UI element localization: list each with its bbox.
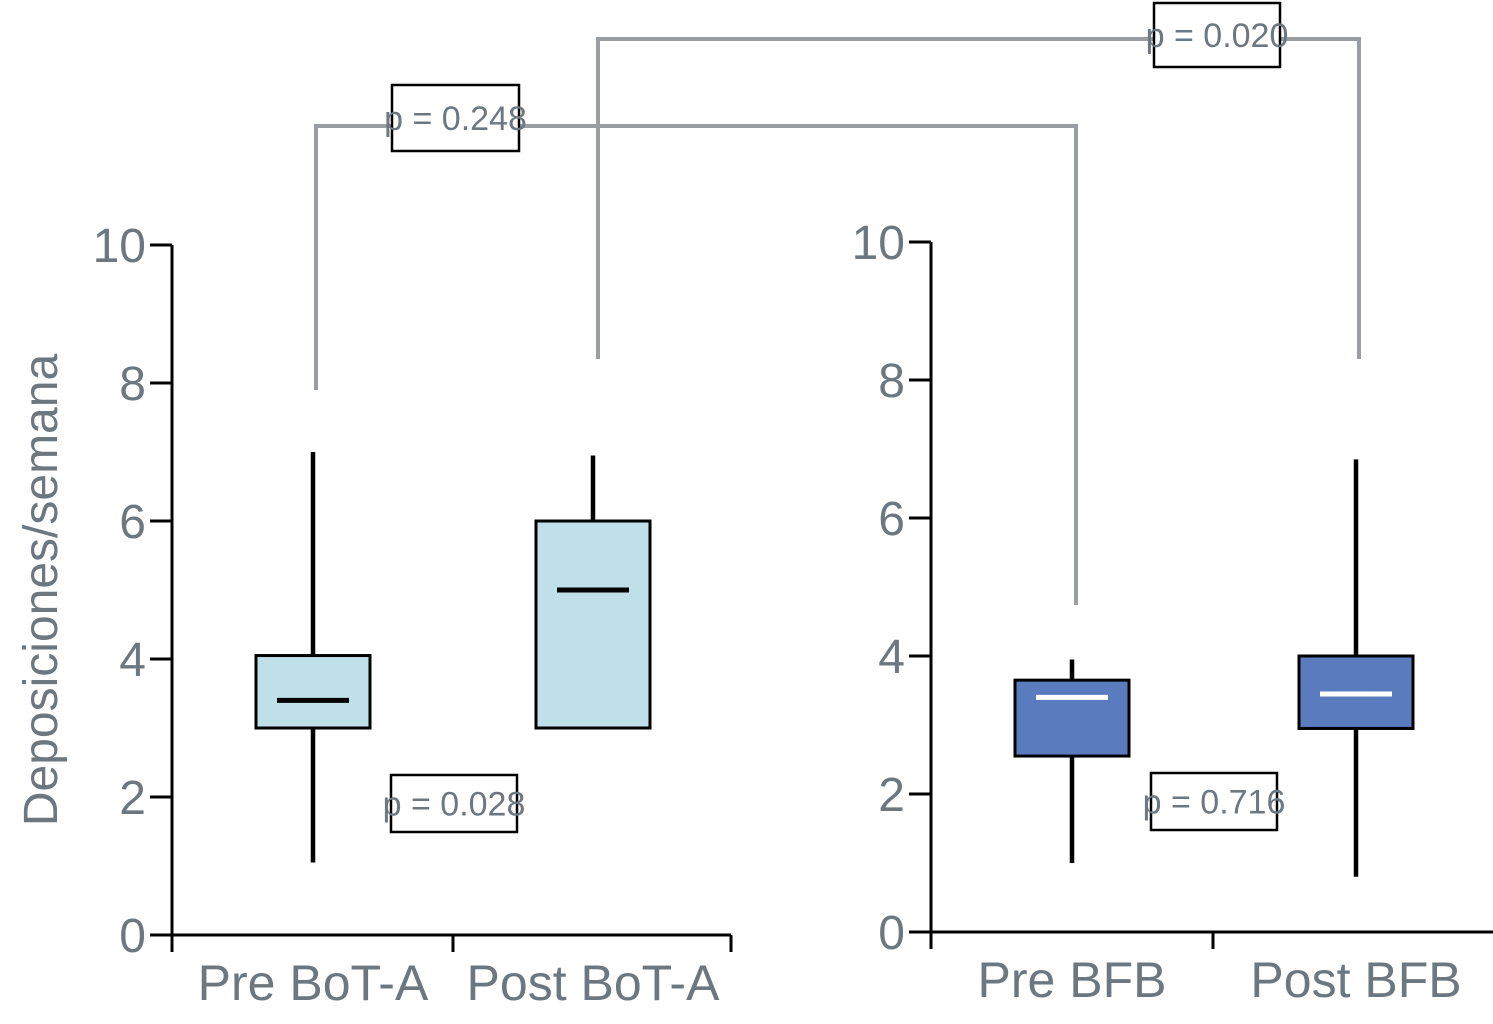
p-value-box: [1152, 1, 1282, 69]
p-value-label: p = 0.716: [1143, 784, 1286, 822]
box-iqr: [1297, 654, 1415, 730]
p-value-label: p = 0.028: [383, 786, 526, 824]
y-tick-label: 10: [93, 220, 146, 273]
comparison-bracket: [596, 37, 1361, 359]
comparison-bracket: [314, 124, 1078, 605]
y-tick-label: 4: [878, 631, 905, 684]
y-tick-label: 8: [878, 355, 905, 408]
p-value-label: p = 0.020: [1146, 17, 1289, 55]
y-tick-label: 0: [119, 910, 146, 963]
y-axis-label: Deposiciones/semana: [15, 354, 68, 827]
p-value-box: [1149, 771, 1279, 832]
y-tick-label: 2: [119, 772, 146, 825]
y-tick-label: 6: [878, 493, 905, 546]
y-tick-label: 0: [878, 907, 905, 960]
p-value-box: [390, 83, 521, 153]
x-category-label: Pre BFB: [978, 952, 1167, 1008]
x-category-label: Pre BoT-A: [198, 955, 429, 1011]
y-tick-label: 8: [119, 358, 146, 411]
y-tick-label: 4: [119, 634, 146, 687]
box-iqr: [534, 519, 652, 730]
x-category-label: Post BFB: [1250, 952, 1461, 1008]
y-tick-label: 6: [119, 496, 146, 549]
y-tick-label: 10: [852, 217, 905, 270]
x-category-label: Post BoT-A: [467, 955, 721, 1011]
box-iqr: [1013, 678, 1131, 758]
p-value-label: p = 0.248: [384, 100, 527, 138]
y-tick-label: 2: [878, 769, 905, 822]
box-iqr: [254, 654, 372, 730]
p-value-box: [389, 773, 519, 834]
